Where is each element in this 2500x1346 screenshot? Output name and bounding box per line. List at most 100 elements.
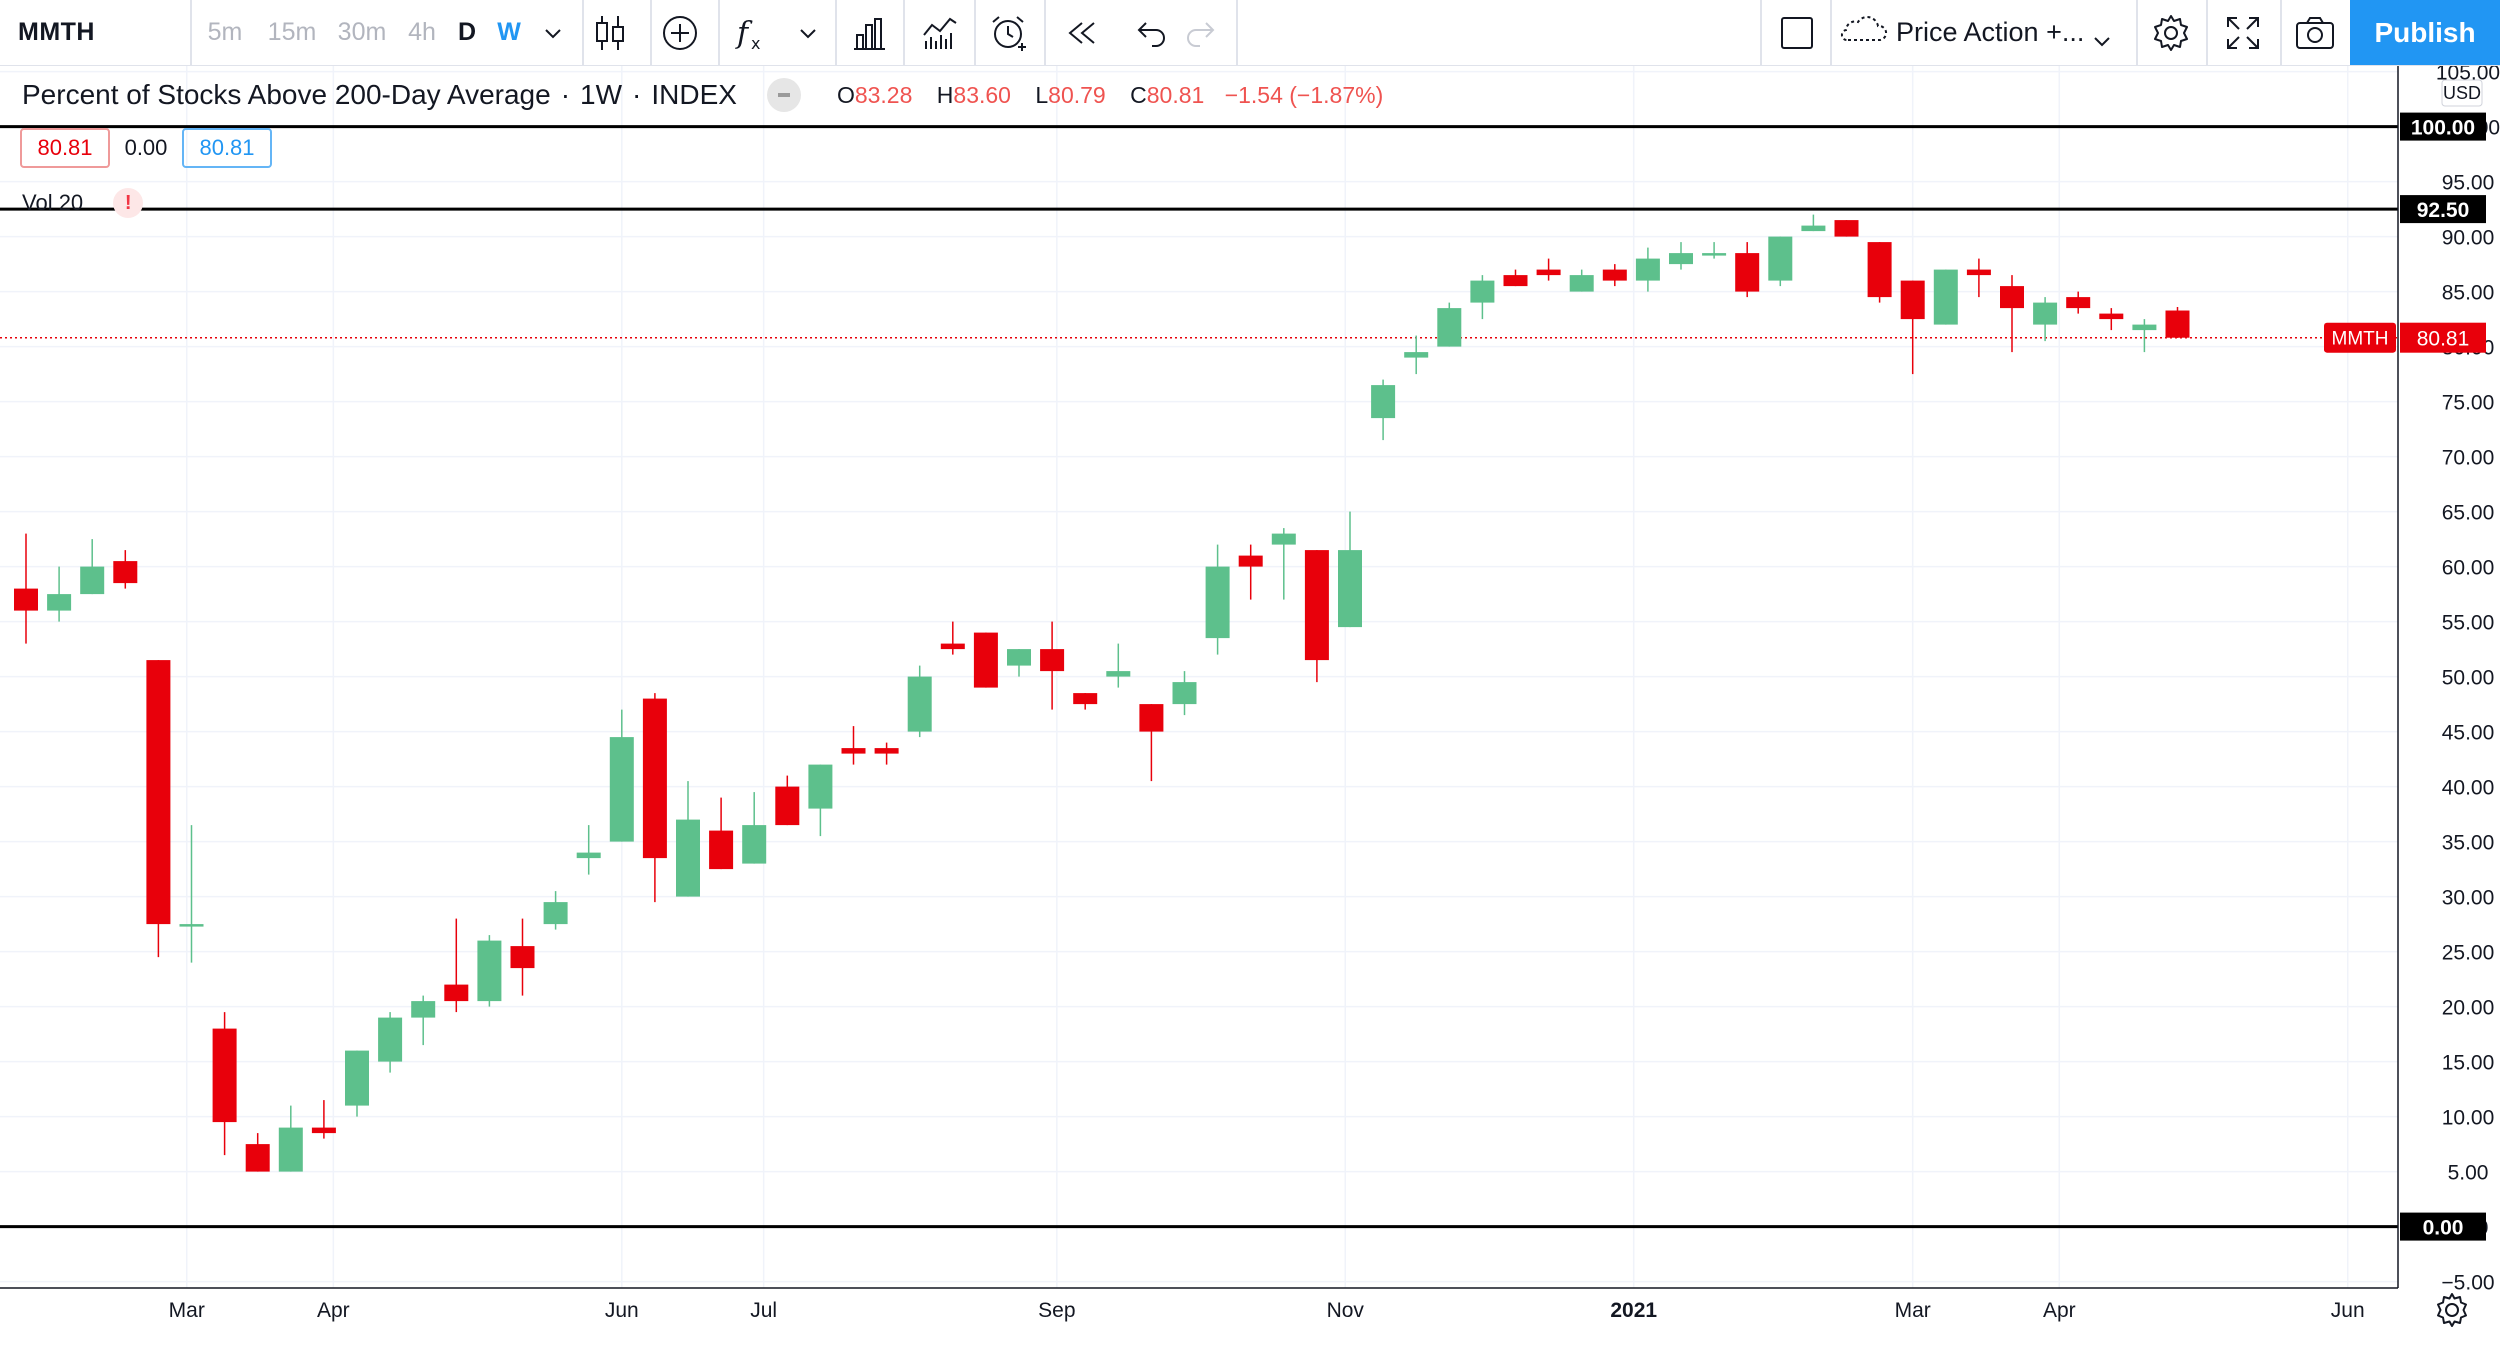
toolbar-divider: [190, 0, 192, 65]
legend-interval: 1W: [580, 79, 623, 110]
candle-body: [1172, 682, 1197, 705]
ask-price-box[interactable]: 80.81: [182, 128, 272, 168]
last-price-tag-bg: [2324, 322, 2396, 353]
svg-text:x: x: [751, 34, 760, 53]
financials-bar-chart-icon[interactable]: [835, 0, 903, 65]
time-tick-label: Apr: [317, 1299, 350, 1322]
candle-body: [642, 698, 667, 859]
candle-body: [146, 660, 171, 925]
publish-button[interactable]: Publish: [2350, 0, 2500, 65]
candles-chart-type-icon[interactable]: [580, 0, 640, 65]
price-tick-label: 35.00: [2442, 832, 2495, 855]
open-key: O: [836, 81, 855, 108]
currency-label: USD: [2443, 83, 2481, 103]
toolbar-divider: [835, 0, 837, 65]
interval-d[interactable]: D: [457, 18, 477, 46]
price-tick-label: 10.00: [2442, 1107, 2495, 1130]
horizontal-line-label: 100.00: [2411, 117, 2475, 140]
layout-name-label: Price Action +...: [1896, 17, 2085, 47]
candle-body: [1470, 280, 1495, 303]
toolbar-divider: [650, 0, 652, 65]
candle-body: [2033, 302, 2058, 325]
horizontal-line-label: 0.00: [2423, 1217, 2464, 1240]
compare-add-symbol-icon[interactable]: [650, 0, 710, 65]
candle-body: [47, 594, 72, 611]
candle-body: [1867, 242, 1892, 298]
last-price-value-bg: [2400, 322, 2486, 353]
chart-x-grid: [186, 66, 2349, 1288]
interval-dropdown-chevron-icon[interactable]: [530, 0, 576, 65]
fullscreen-square-icon[interactable]: [1766, 0, 1828, 65]
legend-sep: ·: [560, 79, 571, 110]
chart-grid: [0, 70, 2398, 1283]
candle-body: [345, 1050, 369, 1106]
symbol-search-button[interactable]: MMTH: [18, 18, 95, 46]
currency-badge[interactable]: [2441, 79, 2483, 107]
candle-body: [1900, 280, 1925, 320]
horizontal-line-label-bg: [2400, 195, 2486, 224]
legend-exchange: INDEX: [651, 79, 737, 110]
interval-w[interactable]: W: [497, 18, 521, 46]
time-tick-label: Sep: [1038, 1299, 1075, 1322]
interval-15m[interactable]: 15m: [267, 18, 317, 46]
candle-body: [444, 984, 469, 1002]
time-tick-label: Jun: [605, 1299, 639, 1322]
candle-body: [2132, 324, 2157, 331]
alert-clock-icon[interactable]: [976, 0, 1044, 65]
candle-body: [576, 852, 601, 859]
time-tick-label: Mar: [1895, 1299, 1931, 1322]
hide-series-icon[interactable]: [766, 78, 801, 112]
candle-body: [1007, 649, 1031, 666]
price-tick-label: 60.00: [2442, 557, 2495, 580]
candle-body: [2165, 310, 2190, 338]
high-value: 83.60: [953, 81, 1011, 108]
price-tick-label: 50.00: [2442, 667, 2495, 690]
interval-4h[interactable]: 4h: [408, 18, 436, 46]
last-price-tag: MMTH: [2332, 329, 2389, 350]
last-price-value: 80.81: [2417, 328, 2470, 351]
chart-templates-icon[interactable]: [906, 0, 974, 65]
candle-body: [1205, 566, 1230, 639]
replay-rewind-icon[interactable]: [1052, 0, 1112, 65]
volume-legend: Vol 20 !: [22, 188, 144, 218]
open-value: 83.28: [854, 81, 913, 108]
candle-body: [1040, 649, 1065, 672]
indicators-dropdown-chevron-icon[interactable]: [785, 0, 831, 65]
price-tick-label: 40.00: [2442, 777, 2495, 800]
candle-body: [742, 825, 767, 864]
volume-warning-icon[interactable]: !: [113, 188, 144, 218]
volume-label[interactable]: Vol 20: [22, 190, 84, 215]
toolbar-divider: [2280, 0, 2282, 65]
toolbar-divider: [974, 0, 976, 65]
interval-5m[interactable]: 5m: [207, 18, 243, 46]
time-tick-label: Jun: [2331, 1299, 2365, 1322]
candle-body: [278, 1127, 303, 1172]
horizontal-line-label: 92.50: [2417, 199, 2470, 222]
axis-settings-gear-icon[interactable]: [2432, 1290, 2472, 1330]
legend-title[interactable]: Percent of Stocks Above 200-Day Average: [22, 79, 551, 110]
price-tick-label: 45.00: [2442, 722, 2495, 745]
candle-body: [1404, 352, 1429, 358]
redo-icon[interactable]: [1172, 0, 1232, 65]
candle-body: [510, 946, 535, 969]
legend-ohlc: O83.28 H83.60 L80.79 C80.81 −1.54 (−1.87…: [837, 82, 1383, 109]
candle-body: [808, 764, 833, 809]
horizontal-line-labels: 100.00 92.50 0.00: [2400, 112, 2486, 1241]
time-axis[interactable]: Mar Apr Jun Jul Sep Nov 2021 Mar Apr Jun: [169, 1299, 2365, 1322]
fullscreen-expand-icon[interactable]: [2210, 0, 2276, 65]
candle-body: [874, 748, 899, 754]
price-tick-label: 85.00: [2442, 282, 2495, 305]
layout-name-button[interactable]: Price Action +...: [1838, 0, 2116, 65]
bid-price-box[interactable]: 80.81: [20, 128, 110, 168]
price-chart[interactable]: −5.00 0.00 5.00 10.00 15.00 20.00 25.00 30.00 35…: [0, 66, 2500, 1346]
interval-30m[interactable]: 30m: [337, 18, 387, 46]
cloud-icon: [1838, 14, 1890, 51]
snapshot-camera-icon[interactable]: [2282, 0, 2348, 65]
legend-sep: ·: [632, 79, 642, 110]
candle-body: [1238, 555, 1263, 567]
time-tick-label: Apr: [2043, 1299, 2076, 1322]
undo-icon[interactable]: [1120, 0, 1180, 65]
settings-gear-icon[interactable]: [2138, 0, 2204, 65]
